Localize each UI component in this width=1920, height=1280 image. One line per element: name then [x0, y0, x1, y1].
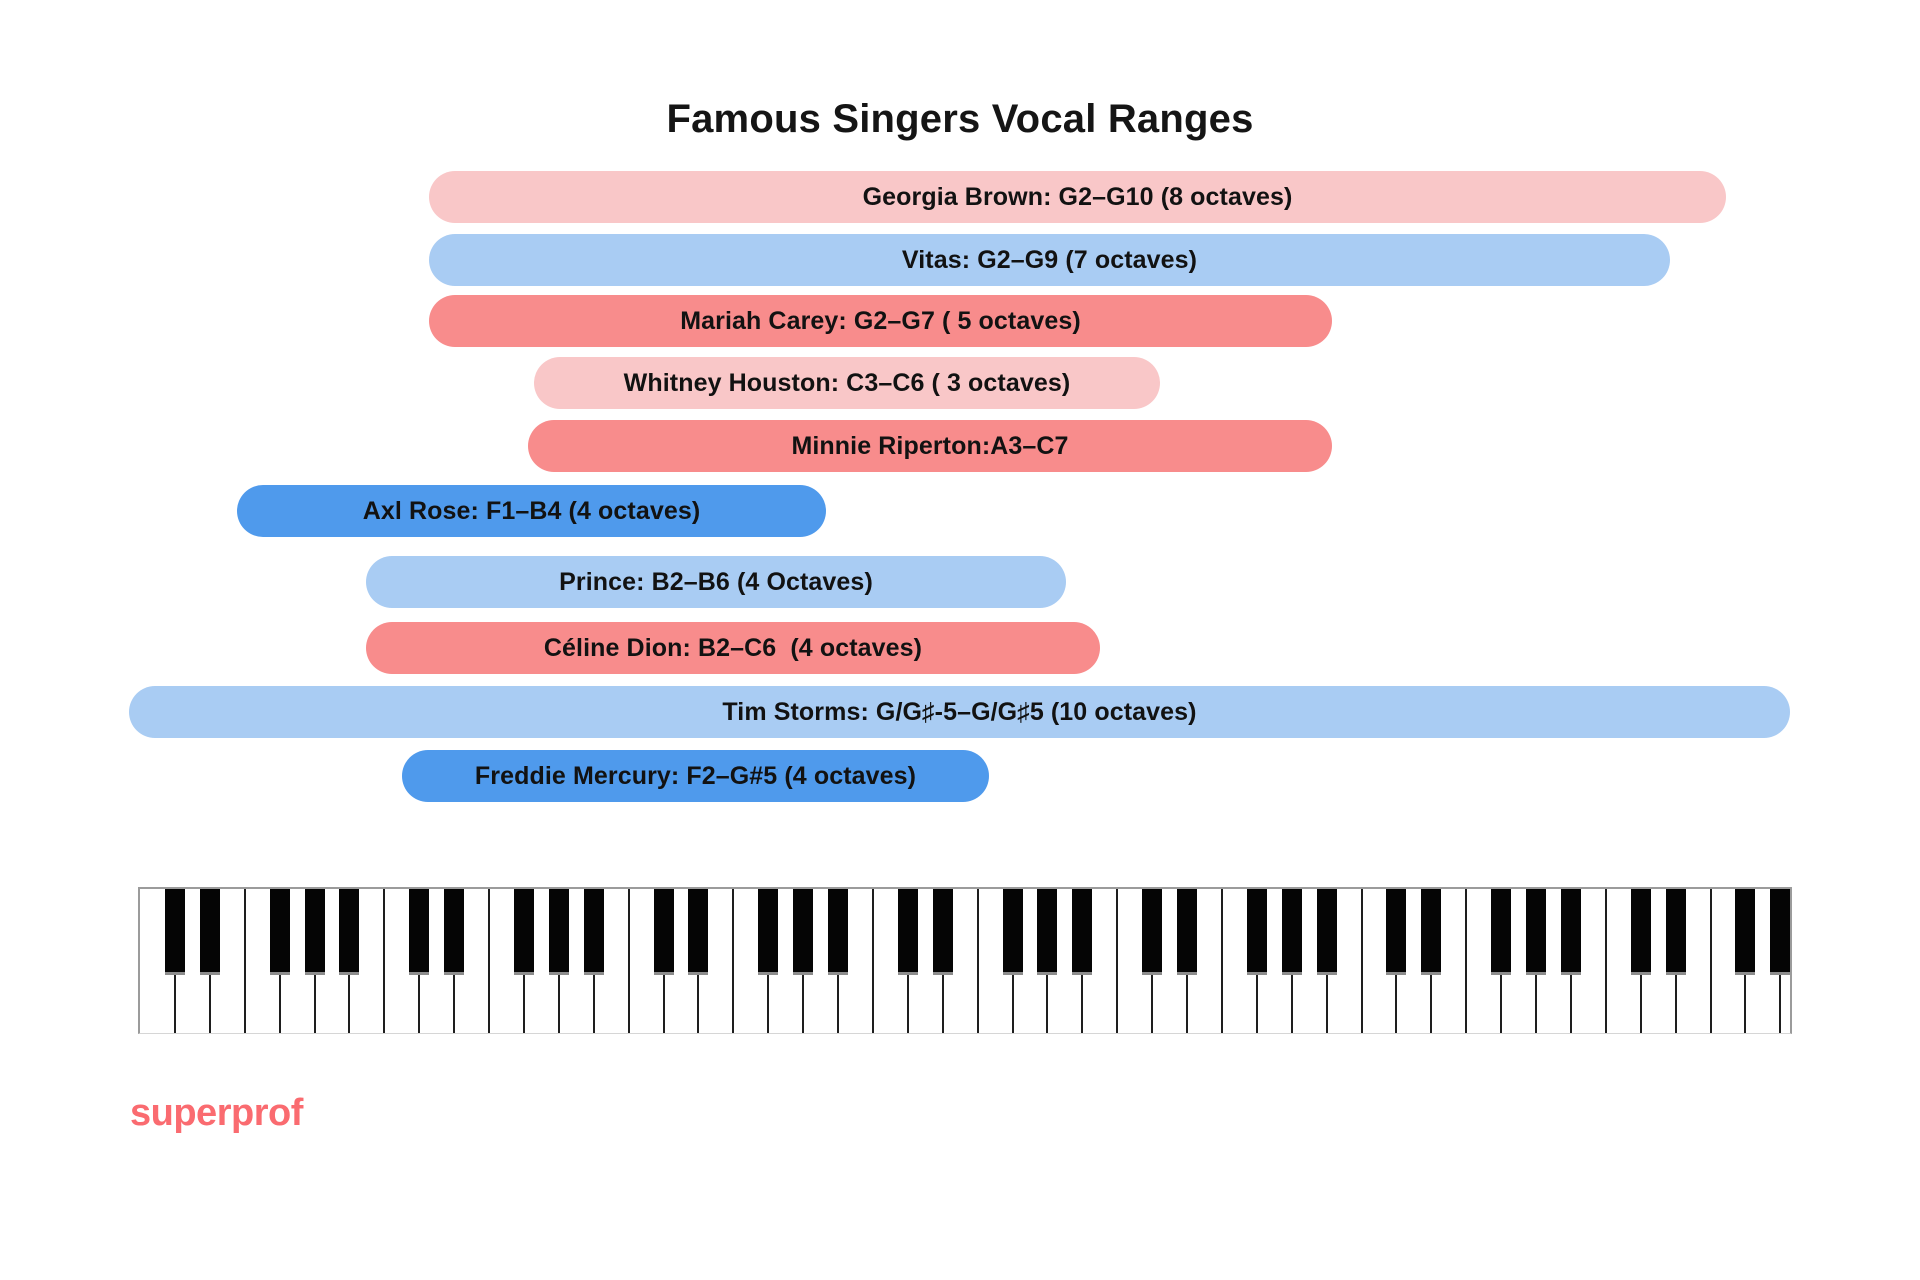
white-key-separator — [1116, 889, 1119, 1033]
vocal-range-bar: Céline Dion: B2–C6 (4 octaves) — [366, 622, 1100, 674]
superprof-logo: superprof — [130, 1092, 303, 1134]
black-key — [339, 889, 360, 975]
vocal-range-bar: Georgia Brown: G2–G10 (8 octaves) — [429, 171, 1726, 223]
vocal-range-bar: Axl Rose: F1–B4 (4 octaves) — [237, 485, 826, 537]
black-key — [1177, 889, 1197, 975]
white-key-separator — [1709, 889, 1712, 1033]
white-key-separator — [243, 889, 246, 1033]
black-key — [793, 889, 814, 975]
white-key-separator — [1465, 889, 1468, 1033]
white-key-separator — [976, 889, 979, 1033]
vocal-range-bar-label: Whitney Houston: C3–C6 ( 3 octaves) — [623, 368, 1071, 397]
vocal-range-bar-label: Vitas: G2–G9 (7 octaves) — [901, 245, 1198, 274]
black-key — [409, 889, 430, 975]
black-key — [1770, 889, 1790, 975]
black-key — [269, 889, 290, 975]
black-key — [513, 889, 534, 975]
black-key — [1386, 889, 1407, 975]
black-key — [897, 889, 918, 975]
black-key — [1246, 889, 1267, 975]
vocal-range-bar-label: Georgia Brown: G2–G10 (8 octaves) — [862, 182, 1293, 211]
black-key — [758, 889, 779, 975]
piano-keyboard — [138, 887, 1792, 1034]
vocal-range-bar: Minnie Riperton:A3–C7 — [528, 420, 1332, 472]
white-key-separator — [871, 889, 874, 1033]
black-key — [1281, 889, 1302, 975]
black-key — [444, 889, 465, 975]
black-key — [1421, 889, 1442, 975]
black-key — [1665, 889, 1686, 975]
white-key-separator — [1604, 889, 1607, 1033]
black-key — [1526, 889, 1546, 975]
vocal-range-bar-label: Prince: B2–B6 (4 Octaves) — [559, 567, 873, 596]
white-key-separator — [1360, 889, 1363, 1033]
white-key-separator — [1220, 889, 1223, 1033]
vocal-range-bar-label: Céline Dion: B2–C6 (4 octaves) — [543, 633, 923, 662]
white-key-separator — [627, 889, 630, 1033]
black-key — [1630, 889, 1651, 975]
black-key — [304, 889, 325, 975]
black-key — [932, 889, 953, 975]
black-key — [1002, 889, 1023, 975]
black-key — [653, 889, 674, 975]
black-key — [1316, 889, 1337, 975]
vocal-range-bar: Vitas: G2–G9 (7 octaves) — [429, 234, 1670, 286]
vocal-range-bar: Tim Storms: G/G♯-5–G/G♯5 (10 octaves) — [129, 686, 1790, 738]
vocal-range-bar: Whitney Houston: C3–C6 ( 3 octaves) — [534, 357, 1160, 409]
black-key — [1560, 889, 1581, 975]
vocal-range-bar-label: Tim Storms: G/G♯-5–G/G♯5 (10 octaves) — [722, 697, 1197, 726]
vocal-range-bar-label: Freddie Mercury: F2–G#5 (4 octaves) — [474, 761, 917, 790]
black-key — [828, 889, 848, 975]
white-key-separator — [383, 889, 386, 1033]
vocal-range-bar-label: Minnie Riperton:A3–C7 — [791, 431, 1069, 460]
white-key-separator — [732, 889, 735, 1033]
chart-title: Famous Singers Vocal Ranges — [666, 97, 1254, 141]
vocal-range-bar: Mariah Carey: G2–G7 ( 5 octaves) — [429, 295, 1332, 347]
black-key — [1072, 889, 1093, 975]
black-key — [1735, 889, 1756, 975]
vocal-range-bar: Freddie Mercury: F2–G#5 (4 octaves) — [402, 750, 989, 802]
black-key — [1491, 889, 1512, 975]
black-key — [688, 889, 709, 975]
white-key-separator — [488, 889, 490, 1033]
black-key — [1037, 889, 1058, 975]
black-key — [1142, 889, 1163, 975]
vocal-range-bar: Prince: B2–B6 (4 Octaves) — [366, 556, 1066, 608]
black-key — [199, 889, 220, 975]
black-key — [548, 889, 569, 975]
black-key — [583, 889, 604, 975]
vocal-range-bar-label: Axl Rose: F1–B4 (4 octaves) — [362, 496, 701, 525]
vocal-range-bar-label: Mariah Carey: G2–G7 ( 5 octaves) — [680, 306, 1081, 335]
black-key — [164, 889, 185, 975]
